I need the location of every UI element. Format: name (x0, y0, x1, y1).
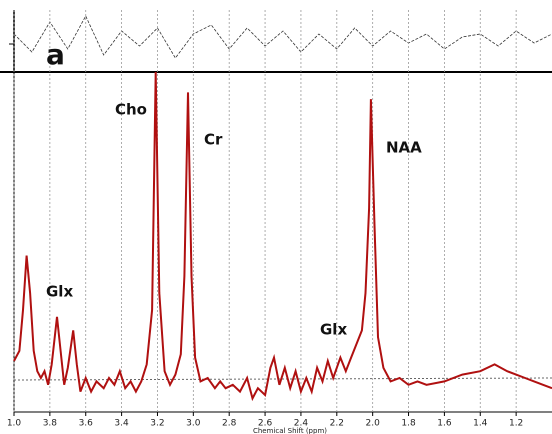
peak-label: Glx (46, 283, 73, 301)
x-tick-label: 1.4 (473, 419, 488, 429)
x-tick-label: 3.4 (114, 419, 129, 429)
x-tick-label: 1.8 (401, 419, 416, 429)
series-line (13, 71, 552, 402)
peak-label: NAA (386, 139, 422, 157)
series-line (13, 15, 552, 59)
peak-label: Cho (115, 101, 147, 119)
x-tick-label: 3.2 (150, 419, 164, 429)
x-tick-label: 3.0 (186, 419, 201, 429)
x-tick-label: 1.6 (437, 419, 452, 429)
x-tick-label: 1.2 (509, 419, 523, 429)
x-tick-label: 3.6 (79, 419, 94, 429)
x-tick-label: 2.8 (222, 419, 237, 429)
x-tick-label: 1.0 (7, 419, 22, 429)
x-tick-label: 2.2 (330, 419, 344, 429)
x-tick-label: 2.6 (258, 419, 273, 429)
panel-label: a (46, 38, 65, 71)
x-tick-label: 3.8 (43, 419, 58, 429)
baseline (13, 377, 552, 381)
x-tick-label: 2.0 (366, 419, 381, 429)
x-axis-label: Chemical Shift (ppm) (253, 427, 327, 434)
peak-label: Glx (320, 321, 347, 339)
peak-label: Cr (204, 131, 223, 149)
x-tick-label: 2.4 (294, 419, 309, 429)
